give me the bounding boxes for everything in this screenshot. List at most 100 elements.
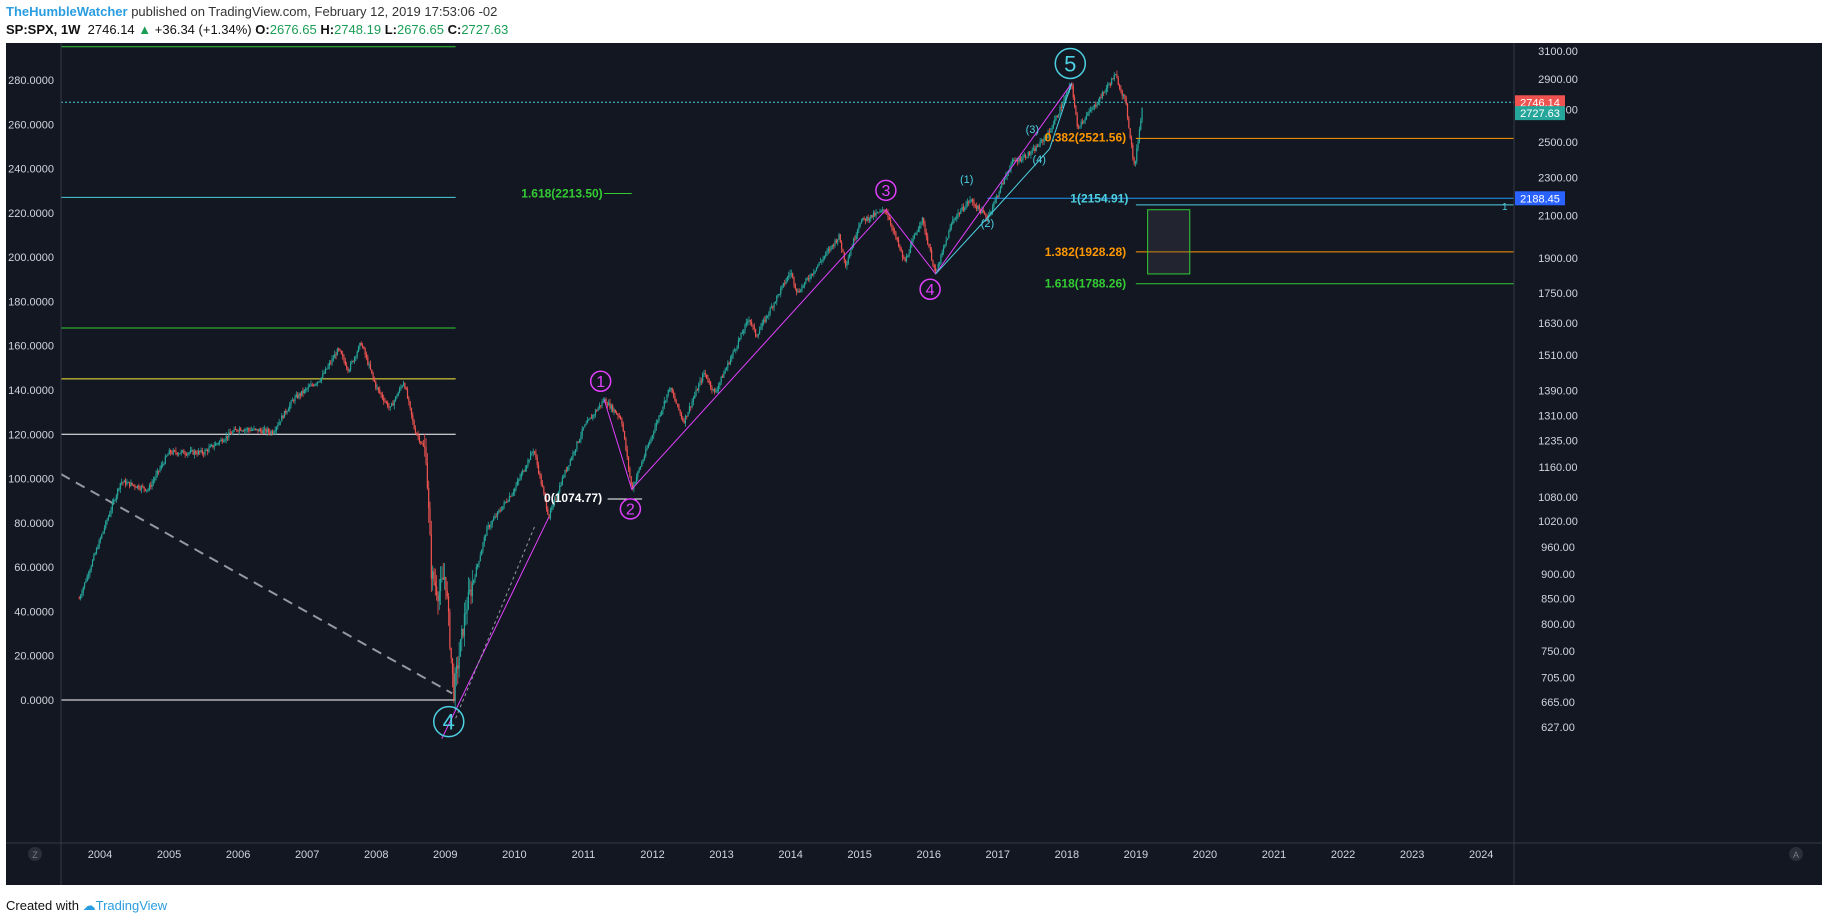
price-chart[interactable]: 1.618(2213.50)0.382(2521.56)1(2154.91)11…	[6, 43, 1822, 885]
candle-body	[305, 389, 307, 391]
candle-body	[728, 362, 730, 364]
candle-body	[1126, 104, 1129, 118]
candle-body	[973, 202, 975, 206]
candle-body	[695, 389, 697, 396]
candle-body	[831, 245, 833, 247]
wave-3-circle[interactable]	[875, 179, 897, 202]
candle-body	[613, 409, 615, 412]
candle-body	[514, 488, 516, 493]
candle-body	[680, 413, 683, 418]
candle-body	[436, 586, 438, 596]
time-axis-tick: 2015	[847, 849, 871, 861]
candle-body	[282, 415, 284, 418]
right-axis-tick: 850.00	[1541, 593, 1575, 605]
axis-corner-right-button[interactable]	[1789, 847, 1803, 861]
candle-body	[794, 284, 796, 289]
candle-body	[148, 485, 151, 490]
candle-body	[1023, 155, 1025, 157]
candle-body	[801, 286, 803, 291]
candle-body	[308, 386, 311, 388]
candle-body	[334, 354, 336, 359]
wave-line[interactable]	[441, 516, 550, 739]
candle-body	[275, 427, 278, 431]
candle-body	[781, 285, 783, 289]
author-link[interactable]: TheHumbleWatcher	[6, 4, 128, 19]
target-zone-box[interactable]	[1147, 209, 1191, 275]
left-axis-tick: 0.0000	[20, 695, 54, 707]
candle-body	[428, 488, 430, 509]
candle-body	[1073, 97, 1076, 107]
chart-panel[interactable]: 1.618(2213.50) 0.382(2521.56) 1(2154.91) 1 1…	[6, 43, 1822, 885]
candle-body	[987, 215, 990, 220]
candle-body	[498, 510, 500, 512]
wave-primary-5-circle[interactable]	[1054, 47, 1087, 80]
candle-body	[1096, 104, 1098, 107]
wave-primary-4-circle[interactable]	[433, 705, 465, 738]
candle-body	[160, 464, 162, 469]
candle-body	[1026, 157, 1028, 159]
candle-body	[560, 484, 562, 486]
candle-body	[592, 414, 594, 419]
candle-body	[520, 473, 522, 478]
axis-corner-left-button[interactable]	[28, 847, 42, 861]
candle-body	[916, 231, 918, 234]
dashed-trendline[interactable]	[60, 473, 453, 695]
price-badge	[1515, 106, 1565, 121]
right-axis-tick: 1630.00	[1538, 318, 1578, 330]
right-axis-tick: 1160.00	[1539, 462, 1578, 474]
candle-body	[834, 240, 836, 246]
candle-body	[674, 395, 676, 401]
candle-body	[867, 217, 869, 221]
wave-2-circle[interactable]	[619, 498, 642, 520]
candle-body	[418, 436, 421, 442]
candle-body	[179, 453, 181, 455]
candle-body	[389, 406, 391, 408]
candle-body	[413, 421, 415, 429]
candle-body	[569, 459, 571, 466]
candle-body	[825, 252, 827, 256]
wave-4-circle[interactable]	[919, 278, 941, 300]
candle-body	[417, 434, 419, 437]
candle-body	[1025, 155, 1027, 158]
candle-body	[704, 372, 706, 375]
candle-body	[486, 526, 488, 536]
candle-body	[361, 345, 364, 347]
candle-body	[1066, 92, 1068, 97]
candle-body	[159, 468, 161, 472]
candle-body	[931, 250, 933, 261]
candle-body	[140, 486, 143, 490]
candle-body	[776, 295, 778, 302]
wave-dotted-line[interactable]	[455, 525, 536, 719]
wave-1-circle[interactable]	[589, 370, 612, 392]
candle-body	[585, 423, 587, 425]
candle-body	[360, 342, 362, 346]
candle-body	[983, 212, 986, 214]
candle-body	[944, 244, 946, 248]
candle-body	[324, 368, 327, 374]
candle-body	[749, 320, 751, 322]
candle-body	[606, 403, 608, 406]
candle-body	[515, 485, 517, 489]
left-axis-tick: 40.0000	[14, 606, 54, 618]
candle-body	[699, 380, 701, 385]
candle-body	[184, 453, 186, 455]
tradingview-brand-link[interactable]: TradingView	[95, 898, 168, 913]
candle-body	[859, 223, 861, 227]
candle-body	[573, 452, 575, 454]
candle-body	[291, 400, 293, 402]
candle-body	[122, 482, 124, 484]
wave-line[interactable]	[603, 83, 1073, 491]
candle-body	[346, 365, 348, 368]
candle-body	[694, 395, 696, 399]
candle-body	[618, 415, 620, 417]
candle-body	[862, 217, 864, 221]
candle-body	[1107, 84, 1109, 89]
high-value: 2748.19	[334, 22, 382, 37]
candle-body	[82, 587, 84, 593]
candle-body	[469, 589, 471, 592]
candle-body	[863, 217, 865, 219]
candle-body	[629, 468, 631, 477]
axis-corner-right-label: A	[1793, 850, 1799, 860]
wave-line-minor[interactable]	[935, 83, 1073, 275]
candle-body	[614, 409, 616, 413]
